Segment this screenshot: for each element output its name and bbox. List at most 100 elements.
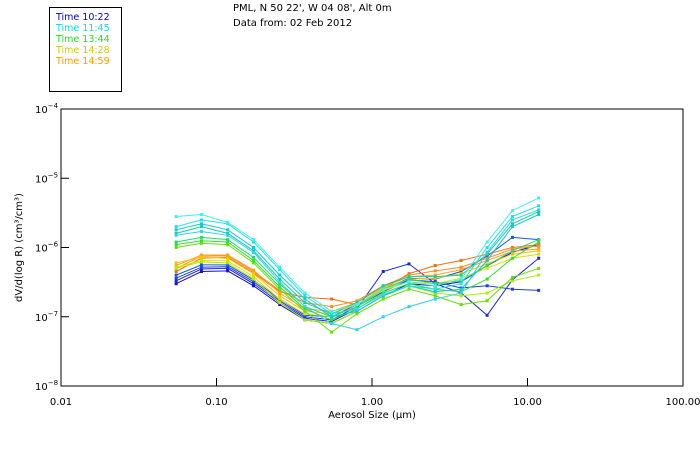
data-point [459,268,463,272]
data-point [407,282,411,286]
data-point [330,321,334,325]
data-point [174,261,178,265]
data-point [199,222,203,226]
data-point [226,243,230,247]
data-point [278,285,282,289]
data-point [174,243,178,247]
data-point [199,241,203,245]
data-point [174,228,178,232]
data-point [252,268,256,272]
data-point [330,309,334,313]
data-point [537,204,541,208]
data-point [355,303,359,307]
data-point [174,279,178,283]
legend-box: Time 10:22 Time 11:45 Time 13:44 Time 14… [49,7,122,92]
x-tick-label: 1.00 [361,397,383,408]
data-point [226,263,230,267]
y-tick-label: 10−4 [35,102,59,116]
data-point [252,284,256,288]
data-point [199,230,203,234]
data-point [510,256,514,260]
data-point [485,313,489,317]
data-point [174,282,178,286]
data-point [252,240,256,244]
data-point [226,231,230,235]
data-point [537,244,541,248]
data-point [278,268,282,272]
data-point [433,273,437,277]
data-point [537,266,541,270]
data-point [330,318,334,322]
data-point [199,239,203,243]
data-point [459,291,463,295]
series-s17 [174,196,541,313]
data-point [303,295,307,299]
ticks-layer: 0.01 0.10 1.00 10.00 100.00 10−4 10−5 10−6 10−7 1… [35,102,700,408]
data-point [459,282,463,286]
x-axis-title: Aerosol Size (µm) [328,410,416,421]
data-point [330,315,334,319]
data-point [485,262,489,266]
data-point [174,270,178,274]
series-s18 [174,208,541,332]
data-point [537,273,541,277]
data-point [510,247,514,251]
data-point [355,299,359,303]
data-point [485,240,489,244]
data-point [252,255,256,259]
data-point [537,249,541,253]
data-point [226,269,230,273]
data-point [485,277,489,281]
data-point [407,262,411,266]
data-point [537,240,541,244]
data-point [433,290,437,294]
data-point [226,265,230,269]
data-point [199,253,203,257]
data-point [485,263,489,267]
data-point [278,282,282,286]
data-point [252,280,256,284]
data-point [226,228,230,232]
y-tick-label: 10−6 [35,241,59,255]
data-point [174,225,178,229]
data-point [459,303,463,307]
series-s6 [174,244,541,309]
data-point [174,273,178,277]
data-point [485,246,489,249]
data-point [537,238,541,242]
data-point [355,312,359,316]
data-point [252,272,256,276]
data-point [407,277,411,281]
legend-entry: Time 13:44 [56,34,110,45]
axes-frame [60,108,684,387]
data-point [199,212,203,216]
data-point [407,280,411,284]
data-point [459,258,463,262]
data-point [407,305,411,309]
site-info: PML, N 50 22', W 04 08', Alt 0m [233,3,392,14]
data-point [303,301,307,305]
data-point [407,284,411,288]
y-tick-label: 10−7 [35,310,58,324]
data-point [278,301,282,305]
data-point [226,238,230,242]
data-point [355,309,359,313]
data-point [252,261,256,265]
series-s5 [174,243,541,307]
data-point [407,287,411,291]
data-point [407,275,411,279]
data-point [485,266,489,270]
data-point [278,299,282,303]
series-line [175,244,539,306]
data-point [537,247,541,251]
data-point [252,238,256,242]
data-point [278,303,282,307]
data-point [537,208,541,212]
data-point [252,282,256,286]
data-point [510,279,514,283]
data-point [174,276,178,280]
data-point [459,273,463,277]
data-point [537,196,541,200]
data-point [278,294,282,298]
data-point [199,225,203,229]
